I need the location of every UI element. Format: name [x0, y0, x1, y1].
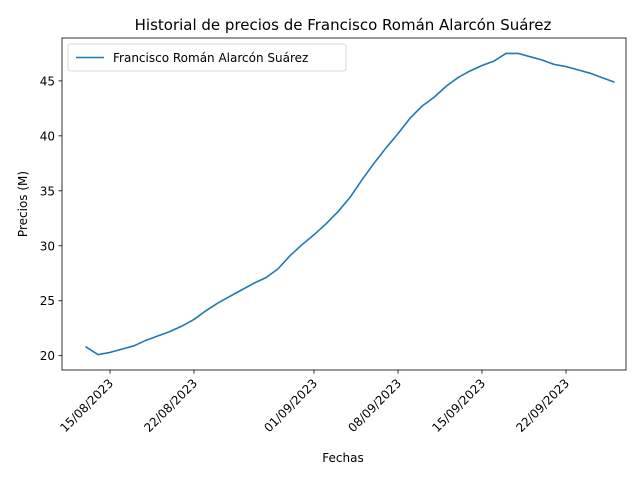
y-tick-label-2: 30: [40, 239, 55, 253]
x-tick-label-1: 22/08/2023: [141, 376, 200, 435]
y-tick-label-1: 25: [40, 294, 55, 308]
plot-area: 20 25 30 35 40 45 15/08/2023 22/08/2023 01/09/20…: [40, 37, 627, 435]
y-tick-label-0: 20: [40, 349, 55, 363]
series-line-0: [85, 52, 615, 356]
x-tick-label-2: 01/09/2023: [261, 376, 320, 435]
x-axis-label: Fechas: [322, 451, 363, 465]
x-tick-label-5: 22/09/2023: [513, 376, 572, 435]
y-axis-label: Precios (M): [16, 171, 30, 237]
x-tick-label-0: 15/08/2023: [57, 376, 116, 435]
legend-label-0: Francisco Román Alarcón Suárez: [113, 51, 308, 65]
y-tick-label-4: 40: [40, 129, 55, 143]
axes-frame: [61, 37, 627, 371]
x-tick-label-4: 15/09/2023: [429, 376, 488, 435]
y-tick-label-5: 45: [40, 74, 55, 88]
legend-box: [67, 43, 347, 72]
x-tick-label-3: 08/09/2023: [345, 376, 404, 435]
chart-title: Historial de precios de Francisco Román …: [135, 16, 552, 34]
y-tick-label-3: 35: [40, 184, 55, 198]
